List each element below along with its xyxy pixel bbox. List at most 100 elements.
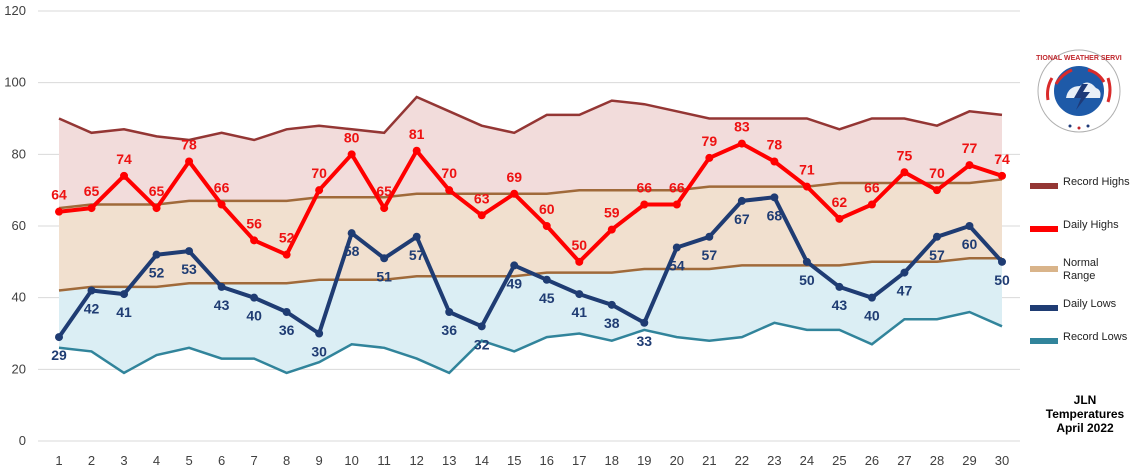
record-lows-line: [58, 310, 1003, 375]
daily-low-label: 41: [571, 304, 587, 320]
daily-low-label: 58: [344, 243, 360, 259]
x-tick-label: 29: [962, 453, 976, 468]
daily-high-label: 74: [116, 151, 132, 167]
daily-high-point: [185, 157, 194, 166]
chart-caption: JLN Temperatures April 2022: [1026, 393, 1144, 435]
daily-low-label: 32: [474, 336, 490, 352]
x-tick-label: 24: [800, 453, 814, 468]
daily-high-label: 66: [864, 180, 880, 196]
daily-high-label: 69: [506, 169, 522, 185]
daily-low-point: [640, 318, 649, 327]
daily-low-point: [412, 232, 421, 241]
daily-low-label: 49: [506, 275, 522, 291]
daily-low-point: [217, 282, 226, 291]
daily-high-label: 70: [929, 165, 945, 181]
daily-low-point: [510, 261, 519, 270]
normal-high-line: [58, 178, 1003, 210]
daily-high-label: 66: [669, 180, 685, 196]
daily-high-label: 83: [734, 119, 750, 135]
daily-low-point: [965, 222, 974, 230]
daily-high-point: [998, 171, 1006, 180]
daily-high-label: 78: [181, 137, 197, 153]
y-tick-label: 120: [4, 3, 26, 18]
daily-low-label: 67: [734, 211, 750, 227]
daily-low-label: 57: [409, 247, 425, 263]
x-tick-label: 5: [185, 453, 192, 468]
daily-highs-swatch: [1030, 226, 1058, 232]
y-tick-label: 100: [4, 75, 26, 90]
x-tick-label: 15: [507, 453, 521, 468]
daily-high-point: [607, 225, 616, 234]
x-tick-label: 19: [637, 453, 651, 468]
x-tick-label: 23: [767, 453, 781, 468]
daily-low-point: [87, 286, 96, 295]
daily-high-label: 70: [441, 165, 457, 181]
daily-high-point: [120, 171, 129, 180]
record-high-band: [59, 97, 1002, 209]
daily-high-point: [932, 186, 941, 195]
daily-high-point: [250, 236, 259, 245]
caption-period: April 2022: [1056, 421, 1114, 435]
daily-low-point: [250, 293, 259, 302]
daily-high-label: 66: [214, 180, 230, 196]
daily-high-label: 60: [539, 201, 555, 217]
x-tick-label: 27: [897, 453, 911, 468]
daily-low-label: 57: [929, 247, 945, 263]
y-tick-label: 80: [12, 146, 26, 161]
daily-high-point: [347, 150, 356, 159]
y-tick-label: 40: [12, 290, 26, 305]
x-tick-label: 7: [250, 453, 257, 468]
legend-item-normal-range: Normal Range: [1026, 257, 1144, 289]
daily-high-point: [672, 200, 681, 209]
legend-label-record-lows: Record Lows: [1063, 331, 1128, 343]
daily-high-label: 81: [409, 126, 425, 142]
daily-low-label: 68: [767, 207, 783, 223]
daily-high-point: [867, 200, 876, 209]
daily-high-label: 59: [604, 205, 620, 221]
daily-high-label: 65: [376, 183, 392, 199]
daily-high-point: [152, 204, 161, 213]
nws-logo: NATIONAL WEATHER SERVICE: [1036, 49, 1122, 133]
daily-low-point: [120, 290, 129, 299]
daily-low-label: 57: [702, 247, 718, 263]
logo-lettering: NATIONAL WEATHER SERVICE: [1036, 55, 1122, 62]
x-tick-label: 1: [55, 453, 62, 468]
daily-low-point: [152, 250, 161, 259]
x-tick-label: 8: [283, 453, 290, 468]
daily-high-label: 71: [799, 162, 815, 178]
x-tick-label: 20: [670, 453, 684, 468]
legend-item-daily-highs: Daily Highs: [1026, 219, 1144, 239]
y-tick-label: 20: [12, 361, 26, 376]
daily-lows-swatch: [1030, 305, 1058, 311]
daily-low-label: 60: [962, 236, 978, 252]
daily-low-point: [932, 232, 941, 241]
daily-high-label: 75: [897, 147, 913, 163]
daily-high-point: [835, 214, 844, 223]
daily-low-point: [315, 329, 324, 338]
daily-low-label: 41: [116, 304, 132, 320]
daily-high-point: [412, 146, 421, 155]
daily-high-label: 70: [311, 165, 327, 181]
x-tick-label: 28: [930, 453, 944, 468]
daily-high-label: 78: [767, 137, 783, 153]
daily-low-label: 43: [832, 297, 848, 313]
x-tick-label: 11: [377, 453, 391, 468]
daily-low-point: [477, 322, 486, 331]
legend-label-record-highs: Record Highs: [1063, 176, 1130, 188]
x-tick-label: 3: [120, 453, 127, 468]
legend-label-normal-range: Normal Range: [1063, 257, 1099, 282]
x-tick-label: 4: [153, 453, 160, 468]
daily-low-point: [672, 243, 681, 252]
x-tick-label: 17: [572, 453, 586, 468]
daily-low-label: 52: [149, 265, 165, 281]
daily-low-label: 45: [539, 290, 555, 306]
x-tick-label: 16: [540, 453, 554, 468]
x-tick-label: 21: [702, 453, 716, 468]
caption-station: JLN: [1073, 393, 1097, 407]
y-tick-label: 0: [19, 433, 26, 448]
data-labels: 64 65 74 65 78 66 56 52 70 80 65 81 70 63 69 60 50 59 66 66…: [51, 119, 1010, 364]
daily-low-label: 50: [799, 272, 815, 288]
daily-high-point: [737, 139, 746, 148]
daily-high-point: [802, 182, 811, 191]
